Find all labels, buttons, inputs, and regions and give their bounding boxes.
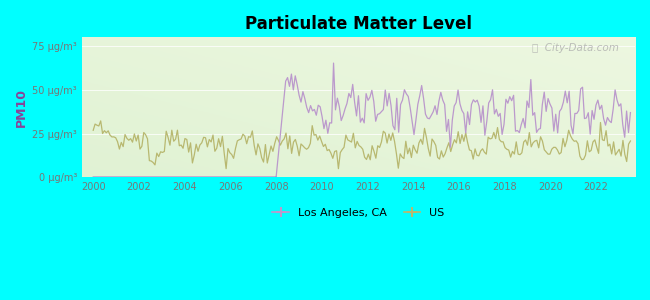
Text: ⓘ  City-Data.com: ⓘ City-Data.com (532, 43, 618, 53)
Title: Particulate Matter Level: Particulate Matter Level (245, 15, 472, 33)
Legend: Los Angeles, CA, US: Los Angeles, CA, US (268, 203, 448, 222)
Y-axis label: PM10: PM10 (15, 88, 28, 127)
